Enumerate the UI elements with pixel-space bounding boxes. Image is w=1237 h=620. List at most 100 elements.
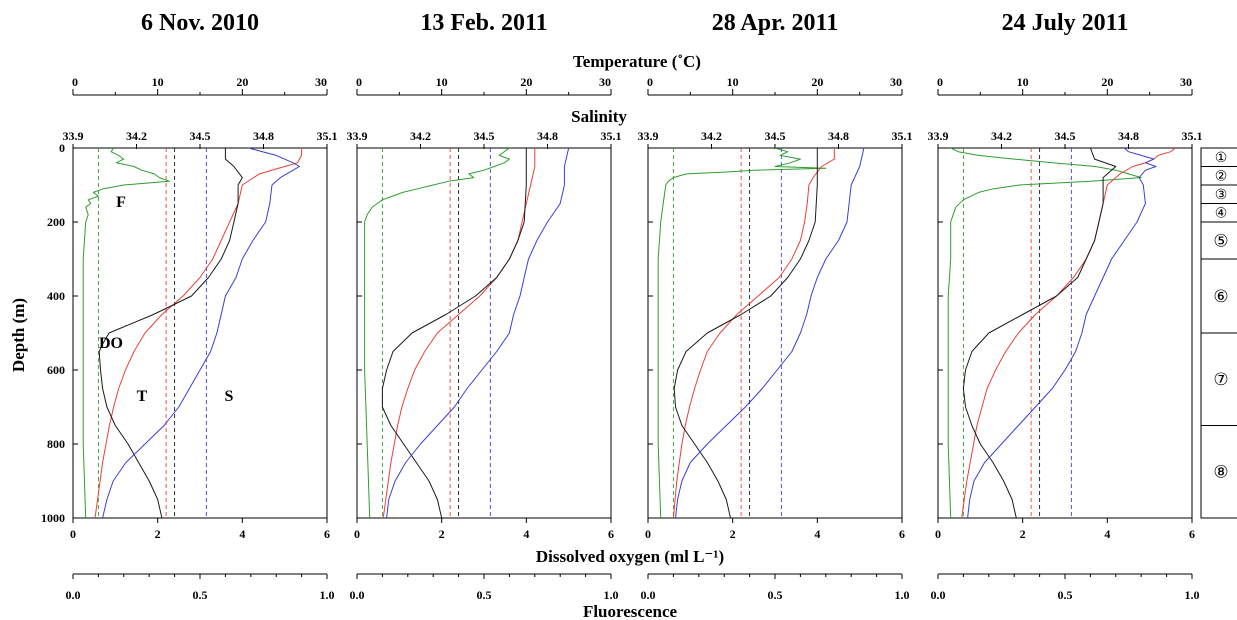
fluorescence-tick-label: 0.0 xyxy=(350,588,365,602)
temperature-tick-label: 30 xyxy=(1180,75,1192,89)
salinity-tick-label: 34.8 xyxy=(828,129,849,143)
dissolved-oxygen-profile xyxy=(673,148,818,519)
temperature-tick-label: 10 xyxy=(1017,75,1029,89)
temperature-tick-label: 20 xyxy=(236,75,248,89)
dissolved-oxygen-profile xyxy=(98,148,243,519)
salinity-tick-label: 34.8 xyxy=(537,129,558,143)
temperature-tick-label: 10 xyxy=(436,75,448,89)
zone-label: ⑤ xyxy=(1213,231,1228,250)
plot-frame xyxy=(647,147,903,519)
salinity-tick-label: 35.1 xyxy=(317,129,338,143)
fluorescence-tick-label: 1.0 xyxy=(604,588,619,602)
salinity-tick-label: 33.9 xyxy=(928,129,949,143)
fluorescence-profile xyxy=(82,147,170,519)
fluorescence-profile xyxy=(947,147,1142,519)
temperature-profile xyxy=(672,148,835,519)
dissolved-oxygen-tick-label: 6 xyxy=(324,527,330,541)
fluorescence-curve-label: F xyxy=(116,194,126,211)
fluorescence-tick-label: 0.5 xyxy=(768,588,783,602)
dissolved-oxygen-tick-label: 2 xyxy=(1020,527,1026,541)
fluorescence-tick-label: 0.0 xyxy=(931,588,946,602)
panel-title: 13 Feb. 2011 xyxy=(420,10,547,36)
salinity-curve-label: S xyxy=(225,388,234,405)
dissolved-oxygen-tick-label: 4 xyxy=(814,527,820,541)
zone-label: ② xyxy=(1215,170,1228,185)
dissolved-oxygen-tick-label: 0 xyxy=(645,527,651,541)
panel-4: 0 10 20 30 33.9 34.2 34.5 34.8 35.1 0 2 4 6 0.0 0.5 1.0 xyxy=(928,75,1203,602)
depth-axis-title: Depth (m) xyxy=(9,298,28,372)
temperature-tick-label: 20 xyxy=(1101,75,1113,89)
dissolved-oxygen-profile xyxy=(962,147,1117,519)
fluorescence-tick-label: 1.0 xyxy=(320,588,335,602)
salinity-tick-label: 34.5 xyxy=(1055,129,1076,143)
depth-tick-label: 200 xyxy=(47,215,65,229)
zone-label: ① xyxy=(1215,151,1228,166)
fluorescence-tick-label: 0.5 xyxy=(477,588,492,602)
salinity-tick-label: 34.2 xyxy=(126,129,147,143)
temperature-tick-label: 30 xyxy=(890,75,902,89)
depth-tick-label: 1000 xyxy=(41,511,65,525)
dissolved-oxygen-profile xyxy=(381,148,527,519)
depth-tick-label: 800 xyxy=(47,437,65,451)
temperature-tick-label: 10 xyxy=(152,75,164,89)
zone-label: ④ xyxy=(1215,207,1228,222)
zone-label: ③ xyxy=(1215,188,1228,203)
salinity-tick-label: 34.2 xyxy=(701,129,722,143)
dissolved-oxygen-tick-label: 4 xyxy=(1104,527,1110,541)
salinity-tick-label: 34.5 xyxy=(190,129,211,143)
temperature-tick-label: 20 xyxy=(520,75,532,89)
temperature-tick-label: 10 xyxy=(727,75,739,89)
depth-tick-label: 400 xyxy=(47,289,65,303)
temperature-profile xyxy=(961,147,1176,519)
dissolved-oxygen-tick-label: 0 xyxy=(70,527,76,541)
fluorescence-tick-label: 0.0 xyxy=(66,588,81,602)
temperature-tick-label: 0 xyxy=(647,75,653,89)
salinity-tick-label: 34.2 xyxy=(410,129,431,143)
dissolved-oxygen-tick-label: 2 xyxy=(730,527,736,541)
salinity-tick-label: 35.1 xyxy=(601,129,622,143)
dissolved-oxygen-tick-label: 6 xyxy=(608,527,614,541)
salinity-tick-label: 34.8 xyxy=(1118,129,1139,143)
depth-tick-label: 600 xyxy=(47,363,65,377)
salinity-tick-label: 33.9 xyxy=(638,129,659,143)
panel-title: 28 Apr. 2011 xyxy=(712,10,838,36)
salinity-tick-label: 35.1 xyxy=(1182,129,1203,143)
axis-labels: Temperature (˚C) Salinity Dissolved oxyg… xyxy=(9,52,724,620)
fluorescence-tick-label: 1.0 xyxy=(895,588,910,602)
temperature-curve-label: T xyxy=(137,388,148,405)
temperature-tick-label: 30 xyxy=(599,75,611,89)
salinity-profile xyxy=(102,147,300,519)
temperature-tick-label: 0 xyxy=(937,75,943,89)
fluorescence-tick-label: 0.5 xyxy=(193,588,208,602)
plot-frame xyxy=(72,147,328,519)
dissolved-oxygen-tick-label: 6 xyxy=(899,527,905,541)
salinity-tick-label: 33.9 xyxy=(347,129,368,143)
panel-titles: 6 Nov. 2010 13 Feb. 2011 28 Apr. 2011 24 Ju… xyxy=(141,10,1128,36)
zone-label: ⑧ xyxy=(1213,463,1228,482)
salinity-tick-label: 34.5 xyxy=(765,129,786,143)
salinity-axis-title: Salinity xyxy=(571,107,627,126)
dissolved-oxygen-tick-label: 0 xyxy=(935,527,941,541)
fluorescence-tick-label: 0.0 xyxy=(641,588,656,602)
zone-column: ① ② ③ ④ ⑤ ⑥ ⑦ ⑧ xyxy=(1200,147,1237,519)
dissolved-oxygen-curve-label: DO xyxy=(99,335,123,352)
panel-title: 6 Nov. 2010 xyxy=(141,10,259,36)
salinity-tick-label: 34.2 xyxy=(991,129,1012,143)
salinity-profile xyxy=(386,147,570,519)
temperature-tick-label: 0 xyxy=(356,75,362,89)
dissolved-oxygen-tick-label: 0 xyxy=(354,527,360,541)
salinity-tick-label: 35.1 xyxy=(892,129,913,143)
temperature-tick-label: 30 xyxy=(315,75,327,89)
dissolved-oxygen-tick-label: 4 xyxy=(523,527,529,541)
depth-tick-label: 0 xyxy=(59,141,65,155)
dissolved-oxygen-tick-label: 2 xyxy=(155,527,161,541)
salinity-profile xyxy=(675,147,865,519)
dissolved-oxygen-tick-label: 6 xyxy=(1189,527,1195,541)
dissolved-oxygen-tick-label: 2 xyxy=(439,527,445,541)
fluorescence-tick-label: 1.0 xyxy=(1185,588,1200,602)
panel-title: 24 July 2011 xyxy=(1002,10,1129,36)
dissolved-oxygen-axis-title: Dissolved oxygen (ml L⁻¹) xyxy=(536,547,724,566)
zone-label: ⑦ xyxy=(1213,370,1228,389)
fluorescence-axis-title: Fluorescence xyxy=(583,602,678,620)
